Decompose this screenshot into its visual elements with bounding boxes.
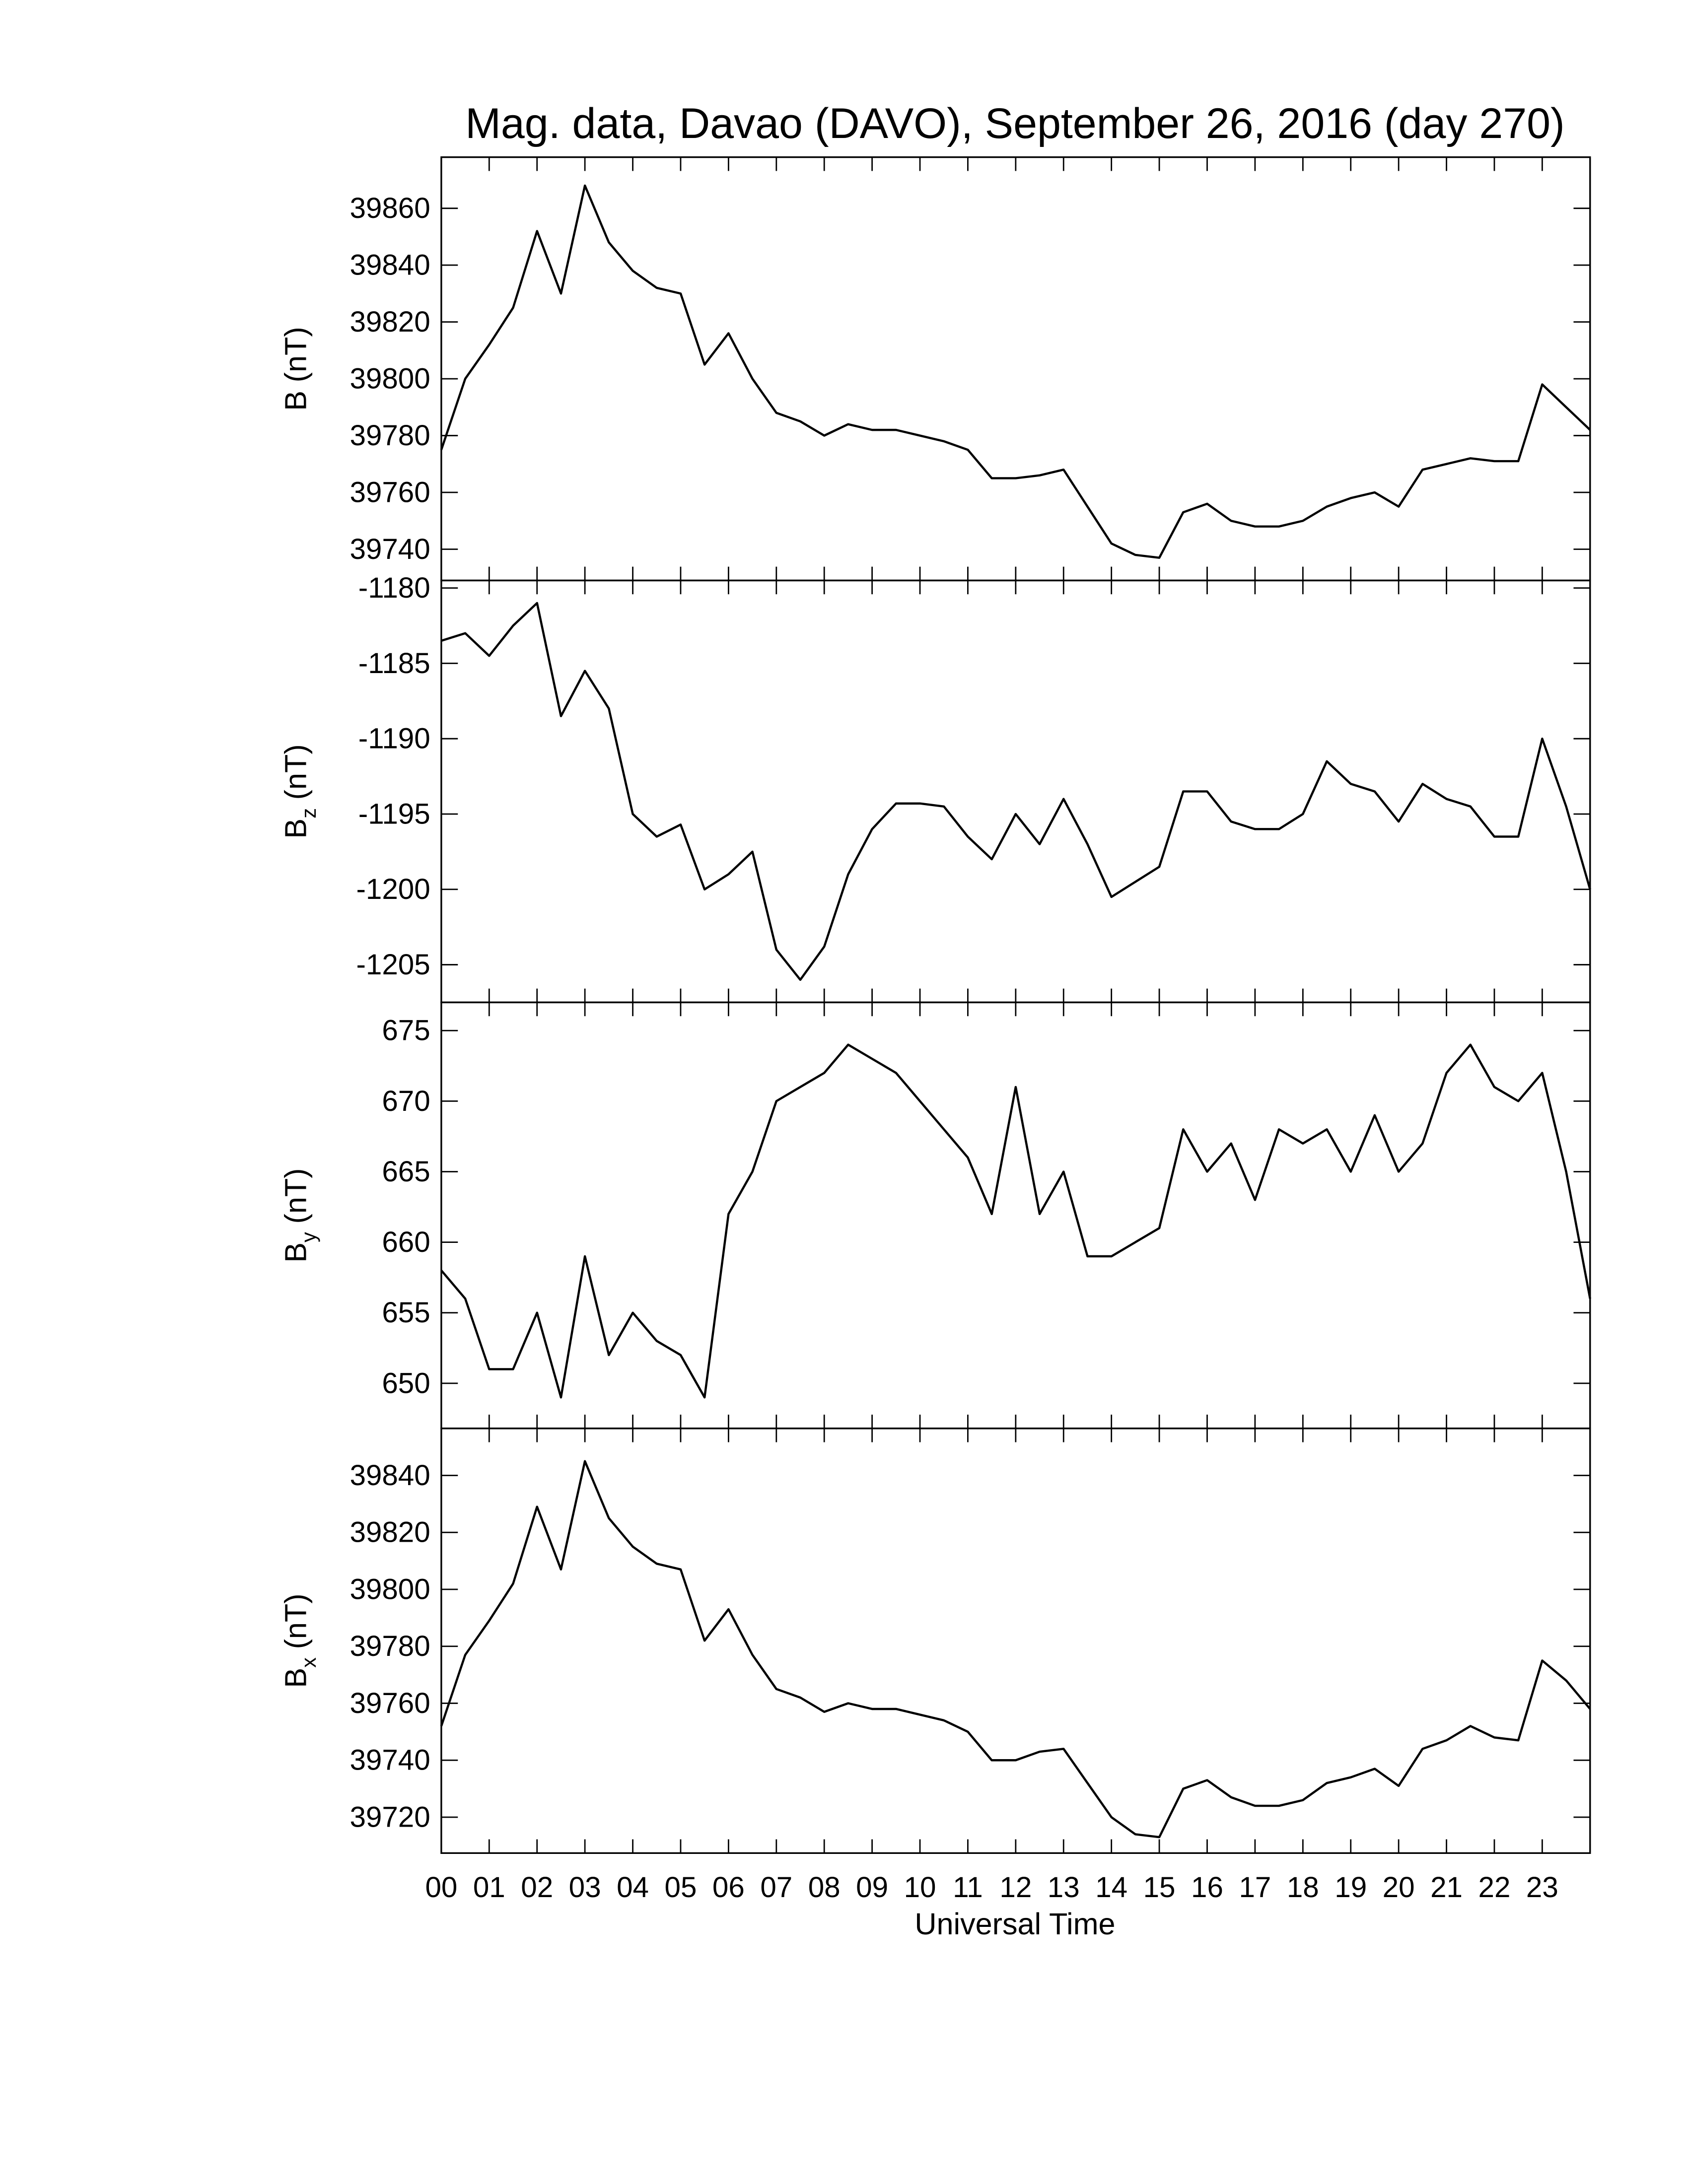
y-axis-label: Bz (nT) bbox=[279, 744, 320, 838]
x-tick-label: 00 bbox=[425, 1871, 457, 1904]
x-tick-label: 08 bbox=[808, 1871, 841, 1904]
x-tick-label: 20 bbox=[1383, 1871, 1415, 1904]
y-tick-label: 665 bbox=[382, 1156, 430, 1188]
x-tick-label: 13 bbox=[1048, 1871, 1080, 1904]
x-tick-label: 04 bbox=[617, 1871, 649, 1904]
x-tick-label: 22 bbox=[1478, 1871, 1511, 1904]
y-tick-label: 39840 bbox=[350, 1459, 430, 1492]
y-tick-label: 39800 bbox=[350, 363, 430, 395]
y-label-symbol: B bbox=[279, 1668, 313, 1688]
plot-frame bbox=[440, 156, 1591, 582]
x-tick-label: 10 bbox=[904, 1871, 936, 1904]
y-tick-label: 650 bbox=[382, 1367, 430, 1399]
data-line bbox=[440, 184, 1591, 559]
x-tick-label: 05 bbox=[665, 1871, 697, 1904]
y-tick-label: 675 bbox=[382, 1015, 430, 1047]
y-label-units: (nT) bbox=[279, 1593, 313, 1649]
y-tick-label: -1195 bbox=[358, 798, 430, 830]
x-tick-label: 03 bbox=[569, 1871, 601, 1904]
y-tick-label: 660 bbox=[382, 1226, 430, 1258]
y-tick-label: -1180 bbox=[358, 572, 430, 604]
y-tick-label: 670 bbox=[382, 1085, 430, 1117]
y-tick-label: 39760 bbox=[350, 1687, 430, 1719]
y-label-units: (nT) bbox=[279, 327, 313, 382]
y-tick-label: 39720 bbox=[350, 1801, 430, 1833]
y-axis-label: Bx (nT) bbox=[279, 1593, 320, 1688]
x-tick-label: 06 bbox=[712, 1871, 745, 1904]
y-label-subscript: z bbox=[297, 808, 320, 819]
x-tick-label: 18 bbox=[1287, 1871, 1319, 1904]
y-tick-label: 39820 bbox=[350, 306, 430, 338]
x-tick-label: 07 bbox=[760, 1871, 792, 1904]
y-tick-label: 39740 bbox=[350, 533, 430, 565]
y-label-units: (nT) bbox=[279, 1168, 313, 1224]
y-tick-label: 39780 bbox=[350, 419, 430, 452]
x-tick-label: 12 bbox=[999, 1871, 1032, 1904]
y-tick-label: -1200 bbox=[356, 873, 430, 905]
y-label-symbol: B bbox=[279, 1242, 313, 1263]
x-tick-label: 17 bbox=[1239, 1871, 1271, 1904]
x-tick-label: 11 bbox=[953, 1871, 983, 1904]
y-label-subscript: x bbox=[297, 1657, 320, 1668]
y-tick-label: -1205 bbox=[356, 949, 430, 981]
y-tick-label: 39740 bbox=[350, 1744, 430, 1776]
chart-title: Mag. data, Davao (DAVO), September 26, 2… bbox=[465, 100, 1565, 147]
y-label-units: (nT) bbox=[279, 744, 313, 800]
y-label-symbol: B bbox=[279, 391, 313, 411]
y-label-symbol: B bbox=[279, 819, 313, 839]
y-axis-label: B (nT) bbox=[279, 327, 313, 410]
x-tick-label: 14 bbox=[1095, 1871, 1127, 1904]
x-tick-label: 15 bbox=[1143, 1871, 1176, 1904]
x-tick-label: 01 bbox=[473, 1871, 505, 1904]
x-tick-label: 21 bbox=[1430, 1871, 1463, 1904]
data-line bbox=[441, 602, 1591, 981]
x-tick-label: 19 bbox=[1335, 1871, 1367, 1904]
x-tick-label: 23 bbox=[1526, 1871, 1558, 1904]
y-tick-label: 39800 bbox=[350, 1573, 430, 1605]
y-tick-label: 39760 bbox=[350, 476, 430, 508]
x-tick-label: 16 bbox=[1191, 1871, 1223, 1904]
data-line bbox=[440, 1460, 1591, 1839]
y-tick-label: 39780 bbox=[350, 1630, 430, 1662]
x-tick-label: 02 bbox=[521, 1871, 553, 1904]
x-tick-label: 09 bbox=[856, 1871, 888, 1904]
y-tick-label: -1185 bbox=[358, 647, 430, 680]
y-tick-label: 39860 bbox=[350, 192, 430, 224]
y-tick-label: -1190 bbox=[358, 723, 430, 755]
plot-frame bbox=[440, 1001, 1591, 1430]
y-tick-label: 39820 bbox=[350, 1516, 430, 1549]
y-label-subscript: y bbox=[297, 1232, 320, 1242]
y-tick-label: 655 bbox=[382, 1297, 430, 1329]
data-line bbox=[440, 1043, 1591, 1399]
y-tick-label: 39840 bbox=[350, 249, 430, 281]
plot-frame bbox=[440, 1428, 1591, 1854]
y-axis-label: By (nT) bbox=[279, 1168, 320, 1262]
x-axis-label: Universal Time bbox=[914, 1907, 1115, 1941]
